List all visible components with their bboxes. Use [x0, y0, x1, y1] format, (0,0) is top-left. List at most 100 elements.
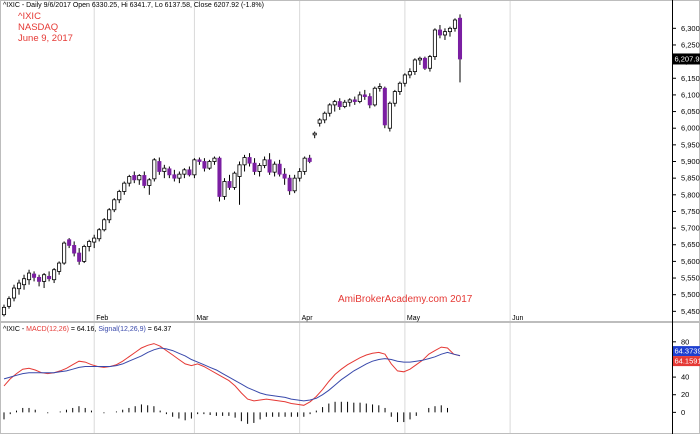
candle-body [387, 102, 392, 129]
candle-body [42, 274, 47, 282]
candle-body [352, 99, 357, 102]
month-label: Feb [96, 315, 108, 322]
price-tick-label: 5,550 [681, 274, 700, 283]
last-close-tag-label: 6,207.92 [675, 54, 700, 63]
month-label: Jun [512, 315, 523, 322]
month-labels: Feb Mar Apr May Jun [96, 315, 523, 322]
price-tick-label: 5,500 [681, 290, 700, 299]
candle-body [22, 278, 27, 286]
price-tick-label: 6,100 [681, 90, 700, 99]
candle-body [332, 101, 337, 106]
macd-value-tag-label: 64.3739 [675, 347, 700, 356]
candle-body [372, 87, 377, 106]
candle-body [427, 56, 432, 69]
candle-body [367, 96, 372, 106]
candle-body [192, 159, 197, 176]
month-label: Mar [196, 315, 209, 322]
candle-body [237, 164, 242, 177]
candle-body [337, 101, 342, 107]
candle-body [187, 169, 192, 176]
price-tick-label: 6,050 [681, 107, 700, 116]
month-label: Apr [302, 315, 314, 322]
month-label: May [407, 315, 421, 322]
candle-body [127, 176, 132, 184]
price-tick-label: 5,750 [681, 207, 700, 216]
candle-body [62, 242, 67, 264]
candle-body [157, 161, 162, 172]
candle-body [32, 273, 37, 278]
macd-header-value: = 64.16, [69, 326, 98, 333]
price-tick-label: 5,850 [681, 174, 700, 183]
title-date: June 9, 2017 [18, 33, 73, 44]
candle-body [297, 171, 302, 179]
signal-value-tag-label: 64.1591 [675, 357, 700, 366]
candle-body [6, 298, 12, 307]
signal-value-tag [673, 356, 700, 367]
candle-body [272, 163, 277, 173]
price-tick-label: 6,150 [681, 74, 700, 83]
candle-body [122, 182, 127, 192]
candle-body [222, 181, 227, 197]
price-tick-label: 5,900 [681, 157, 700, 166]
candle-body [162, 167, 167, 172]
candle-body [252, 162, 257, 172]
candle-body [87, 241, 92, 247]
candle-body [11, 287, 17, 299]
candle-body [267, 159, 272, 173]
candle-body [442, 31, 447, 36]
candle-body [102, 219, 107, 231]
candle-body [137, 175, 142, 181]
candle-body [82, 246, 87, 262]
candle-body [407, 71, 412, 76]
candle-body [172, 174, 177, 179]
title-symbol: ^IXIC [18, 11, 41, 22]
candle-body [47, 275, 52, 280]
price-panel-border [0, 0, 700, 322]
price-header: ^IXIC - Daily 9/6/2017 Open 6330.25, Hi … [3, 2, 264, 9]
price-y-ticks: 5,450 5,500 5,550 5,600 5,650 5,700 5,750 5,800… [672, 24, 700, 316]
candle-body [292, 177, 297, 192]
watermark: AmiBrokerAcademy.com 2017 [338, 294, 473, 305]
candle-body [257, 165, 262, 172]
candle-body [317, 119, 322, 124]
macd-tick-label: 40 [681, 373, 689, 382]
candle-body [197, 159, 202, 162]
candle-body [302, 157, 307, 172]
candle-body [312, 132, 317, 136]
price-tick-label: 6,000 [681, 124, 700, 133]
candle-body [342, 101, 347, 107]
candle-body [67, 239, 72, 246]
candle-body [437, 29, 442, 36]
candle-body [447, 27, 453, 33]
candle-body [77, 252, 82, 262]
candle-body [277, 163, 282, 175]
candle-body [132, 175, 137, 181]
candle-body [412, 59, 417, 72]
candle-body [167, 168, 172, 176]
candle-body [52, 269, 57, 281]
macd-header-label: MACD(12,26) [26, 326, 69, 333]
candle-body [37, 276, 42, 282]
price-tick-label: 5,800 [681, 190, 700, 199]
candle-body [382, 87, 387, 126]
candle-body [242, 157, 247, 166]
macd-header: ^IXIC - MACD(12,26) = 64.16, Signal(12,2… [3, 326, 171, 333]
candle-body [322, 112, 327, 121]
candle-body [57, 262, 62, 272]
candle-body [247, 157, 252, 164]
price-tick-label: 6,300 [681, 24, 700, 33]
candle-body [397, 82, 402, 92]
candle-body [97, 229, 102, 240]
signal-line [3, 347, 461, 402]
macd-line [3, 343, 461, 406]
candle-body [452, 19, 458, 29]
candle-body [107, 209, 112, 221]
macd-panel-border [0, 322, 700, 434]
candle-body [287, 177, 292, 192]
price-tick-label: 5,600 [681, 257, 700, 266]
candle-body [347, 99, 352, 103]
macd-header-prefix: ^IXIC - [3, 326, 26, 333]
candle-body [307, 157, 312, 162]
